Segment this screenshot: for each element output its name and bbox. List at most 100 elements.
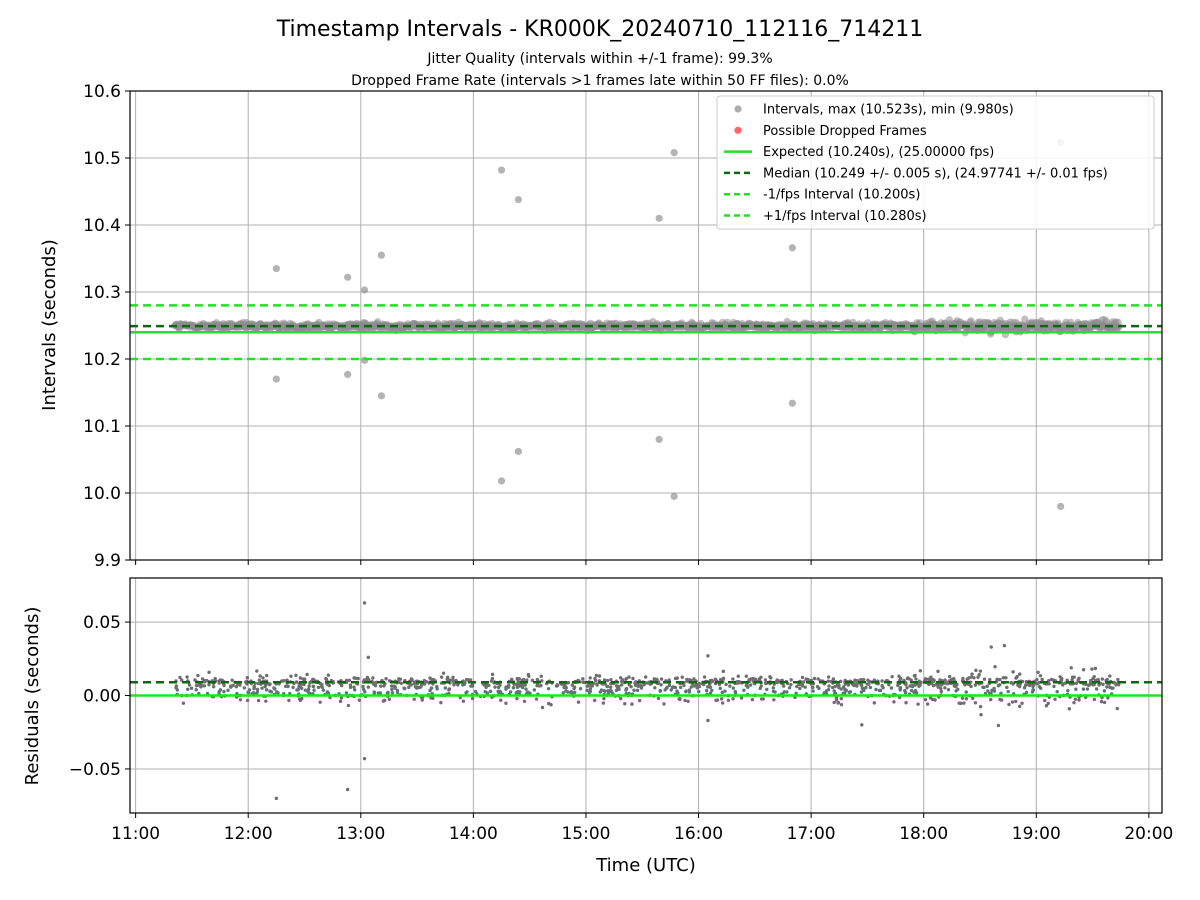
legend-dropped-marker — [734, 126, 742, 134]
residual-point — [759, 697, 764, 701]
residual-point — [1074, 681, 1079, 686]
interval-outlier-point — [272, 264, 280, 273]
residual-point — [773, 690, 777, 694]
residual-point — [378, 691, 383, 695]
residual-point — [606, 688, 610, 693]
interval-outlier-point — [497, 477, 506, 485]
residual-point — [1052, 684, 1056, 689]
residual-point — [731, 697, 735, 701]
residual-point — [602, 696, 606, 701]
residual-point — [971, 696, 975, 700]
residual-point — [960, 696, 965, 700]
residual-point — [510, 677, 514, 682]
residual-point — [273, 687, 277, 691]
residual-point — [986, 689, 990, 693]
residual-point — [398, 677, 403, 681]
x-tick-label: 14:00 — [449, 824, 498, 844]
residual-point — [260, 686, 264, 690]
interval-outlier-point — [514, 195, 523, 204]
residual-point — [1043, 698, 1047, 703]
residual-point — [933, 698, 937, 702]
residual-point — [939, 689, 944, 694]
residual-point — [485, 683, 489, 687]
residual-point — [763, 678, 768, 682]
residual-point — [245, 676, 250, 680]
residual-point — [194, 688, 198, 692]
residual-point — [954, 689, 958, 693]
residual-point — [257, 678, 262, 682]
residual-point — [974, 668, 978, 673]
residual-point — [720, 701, 725, 705]
residual-point — [280, 679, 285, 683]
residual-point — [605, 684, 610, 689]
residual-point — [1022, 686, 1027, 690]
residual-point — [624, 688, 628, 692]
residual-point — [803, 685, 807, 689]
residual-point — [387, 697, 392, 701]
residual-point — [830, 685, 835, 690]
residual-point — [839, 687, 843, 691]
interval-outlier-point — [272, 375, 280, 383]
residual-point — [664, 686, 669, 690]
residual-point — [231, 683, 235, 688]
residual-point — [678, 697, 682, 702]
residual-point — [326, 673, 331, 677]
residual-point — [597, 674, 602, 678]
residual-point — [978, 704, 983, 709]
residual-point — [806, 677, 810, 682]
residual-point — [291, 685, 295, 690]
residual-point — [998, 677, 1002, 682]
residual-point — [441, 671, 446, 675]
residuals-panel: 11:00 12:00 13:00 14:00 15:00 16:00 17:00 18:00… — [22, 577, 1173, 876]
interval-outlier-point — [497, 166, 506, 174]
residual-point — [372, 690, 376, 694]
residual-point — [689, 685, 694, 689]
residual-point — [258, 674, 262, 678]
residual-point — [676, 691, 680, 695]
residual-point — [245, 698, 250, 703]
interval-outlier-point — [788, 399, 796, 407]
residual-point — [357, 698, 362, 702]
residual-point — [731, 677, 735, 681]
x-tick-label: 13:00 — [336, 824, 385, 844]
residual-point — [276, 691, 280, 695]
residual-point — [1085, 687, 1090, 691]
residual-point — [587, 683, 592, 687]
residual-point — [265, 673, 269, 678]
residual-point — [860, 686, 865, 690]
residual-point — [299, 686, 304, 690]
residual-point — [923, 697, 928, 702]
legend-entry-label: +1/fps Interval (10.280s) — [763, 209, 927, 224]
residual-point — [1081, 667, 1086, 672]
residual-point — [1006, 689, 1010, 694]
residual-point — [1051, 678, 1056, 682]
residuals-y-tick-label: 0.00 — [83, 687, 121, 707]
residual-point — [352, 676, 356, 680]
residual-point — [289, 674, 293, 678]
residual-point — [623, 702, 627, 706]
residual-point — [1011, 670, 1015, 674]
residual-point — [731, 686, 736, 690]
residual-point — [344, 691, 349, 695]
residual-point — [1086, 683, 1091, 688]
residual-point — [1053, 697, 1057, 702]
residual-point — [609, 688, 613, 693]
residual-point — [461, 683, 465, 687]
residual-point — [435, 685, 439, 689]
residual-point — [724, 682, 728, 687]
residuals-y-tick-label: −0.05 — [69, 760, 121, 780]
residual-point — [1077, 698, 1081, 702]
residual-point — [892, 700, 896, 704]
residual-point — [439, 675, 444, 679]
residual-point — [834, 696, 839, 700]
residual-point — [1036, 670, 1040, 675]
residual-point — [298, 676, 303, 680]
residual-point — [967, 676, 971, 680]
residual-point — [200, 677, 205, 681]
residual-point — [346, 703, 351, 708]
residual-point — [264, 699, 268, 703]
residual-point — [534, 697, 539, 701]
residual-point — [593, 676, 597, 681]
residual-point — [878, 688, 883, 693]
residual-point — [395, 688, 400, 693]
